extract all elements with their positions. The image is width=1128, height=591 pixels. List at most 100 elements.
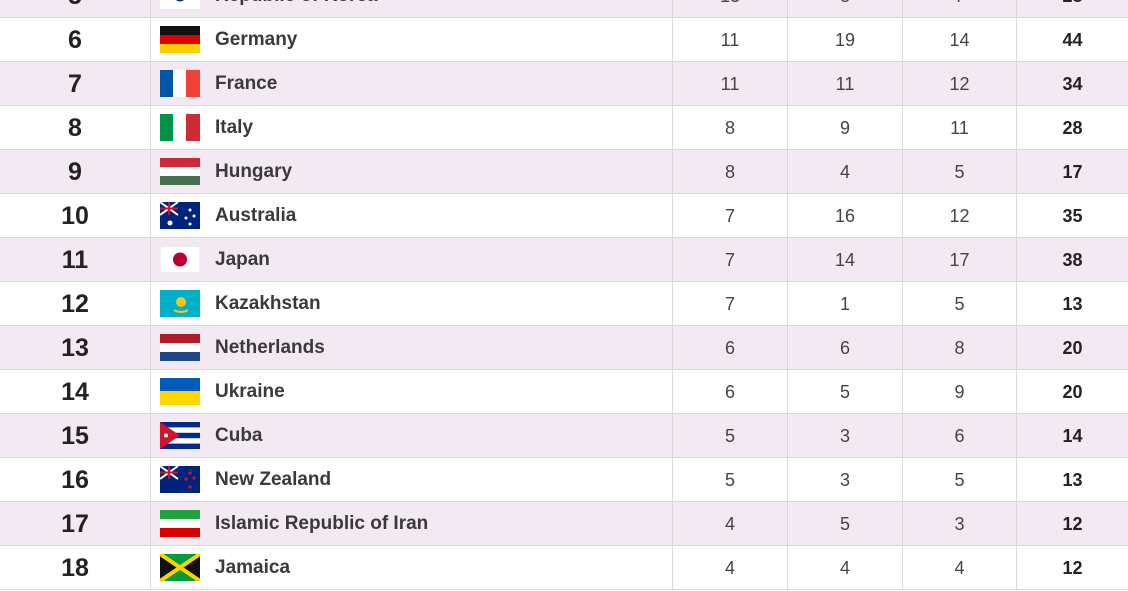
total: 14 xyxy=(1016,414,1128,458)
bronze: 12 xyxy=(902,62,1016,106)
bronze: 5 xyxy=(902,458,1016,502)
bronze: 14 xyxy=(902,18,1016,62)
flag xyxy=(160,70,200,97)
bronze: 4 xyxy=(902,546,1016,590)
flag xyxy=(160,466,200,493)
gold: 5 xyxy=(672,458,787,502)
table-row: 8 Italy 8 9 11 28 xyxy=(0,106,1128,150)
cell: Australia xyxy=(150,194,672,238)
flag xyxy=(160,378,200,405)
flag xyxy=(160,114,200,141)
silver: 9 xyxy=(787,106,902,150)
total: 17 xyxy=(1016,150,1128,194)
table-row: 16 New Zealand 5 3 5 13 xyxy=(0,458,1128,502)
bronze: 5 xyxy=(902,150,1016,194)
rank: 16 xyxy=(61,466,89,494)
total: 20 xyxy=(1016,326,1128,370)
bronze: 17 xyxy=(902,238,1016,282)
table-row: 10 Australia 7 16 12 35 xyxy=(0,194,1128,238)
cell: Jamaica xyxy=(150,546,672,590)
total: 12 xyxy=(1016,502,1128,546)
country-name: Italy xyxy=(215,117,254,138)
flag xyxy=(160,554,200,581)
rank: 6 xyxy=(68,26,82,54)
flag xyxy=(160,158,200,185)
gold: 11 xyxy=(672,18,787,62)
rank: 11 xyxy=(61,246,89,274)
table-row: 9 Hungary 8 4 5 17 xyxy=(0,150,1128,194)
silver: 11 xyxy=(787,62,902,106)
gold: 13 xyxy=(672,0,787,18)
cell: Ukraine xyxy=(150,370,672,414)
country-name: France xyxy=(215,73,278,94)
silver: 8 xyxy=(787,0,902,18)
flag xyxy=(160,422,200,449)
country-name: Japan xyxy=(215,249,270,270)
rank: 15 xyxy=(61,422,89,450)
country-name: Kazakhstan xyxy=(215,293,321,314)
country-name: Netherlands xyxy=(215,337,325,358)
table-row: 6 Germany 11 19 14 44 xyxy=(0,18,1128,62)
flag xyxy=(160,0,200,9)
country-name: Australia xyxy=(215,205,297,226)
total: 28 xyxy=(1016,0,1128,18)
gold: 5 xyxy=(672,414,787,458)
rank: 12 xyxy=(61,290,89,318)
silver: 3 xyxy=(787,414,902,458)
table-row: 11 Japan 7 14 17 38 xyxy=(0,238,1128,282)
bronze: 6 xyxy=(902,414,1016,458)
gold: 8 xyxy=(672,106,787,150)
table-row: 5 Republic of Korea 138728 xyxy=(0,0,1128,18)
rank: 9 xyxy=(68,158,82,186)
gold: 7 xyxy=(672,194,787,238)
rank: 17 xyxy=(61,510,89,538)
bronze: 12 xyxy=(902,194,1016,238)
cell: Hungary xyxy=(150,150,672,194)
table-row: 12 Kazakhstan 7 1 5 13 xyxy=(0,282,1128,326)
gold: 8 xyxy=(672,150,787,194)
table-row: 17 Islamic Republic of Iran 4 5 3 12 xyxy=(0,502,1128,546)
silver: 5 xyxy=(787,370,902,414)
rank: 5 xyxy=(0,0,150,18)
bronze: 7 xyxy=(902,0,1016,18)
cell: France xyxy=(150,62,672,106)
flag xyxy=(160,202,200,229)
total: 13 xyxy=(1016,282,1128,326)
country-name: Germany xyxy=(215,29,298,50)
country-name: Jamaica xyxy=(215,557,291,578)
rank: 10 xyxy=(61,202,89,230)
silver: 4 xyxy=(787,546,902,590)
country-name: New Zealand xyxy=(215,469,332,490)
bronze: 9 xyxy=(902,370,1016,414)
bronze: 3 xyxy=(902,502,1016,546)
rank: 13 xyxy=(61,334,89,362)
cell: Republic of Korea xyxy=(150,0,672,18)
gold: 11 xyxy=(672,62,787,106)
table-row: 7 France 11 11 12 34 xyxy=(0,62,1128,106)
table-row: 15 Cuba 5 3 6 14 xyxy=(0,414,1128,458)
table-row: 13 Netherlands 6 6 8 20 xyxy=(0,326,1128,370)
table-row: 14 Ukraine 6 5 9 20 xyxy=(0,370,1128,414)
gold: 4 xyxy=(672,502,787,546)
country-name: Republic of Korea xyxy=(215,0,378,18)
total: 12 xyxy=(1016,546,1128,590)
cell: Japan xyxy=(150,238,672,282)
country-name: Hungary xyxy=(215,161,293,182)
silver: 3 xyxy=(787,458,902,502)
gold: 6 xyxy=(672,326,787,370)
silver: 4 xyxy=(787,150,902,194)
flag xyxy=(160,510,200,537)
silver: 19 xyxy=(787,18,902,62)
rank: 7 xyxy=(68,70,82,98)
gold: 7 xyxy=(672,282,787,326)
total: 44 xyxy=(1016,18,1128,62)
cell: Netherlands xyxy=(150,326,672,370)
silver: 16 xyxy=(787,194,902,238)
total: 20 xyxy=(1016,370,1128,414)
rank: 18 xyxy=(61,554,89,582)
flag xyxy=(160,334,200,361)
flag xyxy=(160,246,200,273)
cell: New Zealand xyxy=(150,458,672,502)
total: 13 xyxy=(1016,458,1128,502)
